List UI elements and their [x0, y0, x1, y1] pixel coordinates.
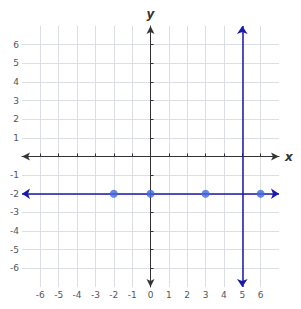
svg-text:x: x	[284, 150, 294, 164]
svg-text:0: 0	[148, 290, 154, 300]
svg-text:5: 5	[13, 58, 19, 68]
svg-text:-6: -6	[10, 263, 19, 273]
svg-text:-1: -1	[128, 290, 137, 300]
svg-text:5: 5	[239, 290, 245, 300]
svg-text:4: 4	[13, 77, 19, 87]
svg-text:1: 1	[166, 290, 172, 300]
svg-text:2: 2	[13, 114, 19, 124]
svg-text:-3: -3	[10, 207, 19, 217]
svg-text:-6: -6	[36, 290, 45, 300]
svg-text:y: y	[147, 7, 156, 21]
svg-text:3: 3	[13, 96, 19, 106]
svg-text:-1: -1	[10, 170, 19, 180]
svg-text:-5: -5	[10, 245, 19, 255]
svg-text:3: 3	[203, 290, 209, 300]
svg-text:-5: -5	[54, 290, 63, 300]
svg-text:2: 2	[184, 290, 190, 300]
svg-text:6: 6	[258, 290, 264, 300]
svg-text:-2: -2	[10, 189, 19, 199]
svg-text:-4: -4	[73, 290, 82, 300]
svg-text:1: 1	[13, 133, 19, 143]
svg-text:6: 6	[13, 40, 19, 50]
svg-text:-3: -3	[91, 290, 100, 300]
svg-text:4: 4	[221, 290, 227, 300]
svg-text:-2: -2	[109, 290, 118, 300]
svg-text:-4: -4	[10, 226, 19, 236]
